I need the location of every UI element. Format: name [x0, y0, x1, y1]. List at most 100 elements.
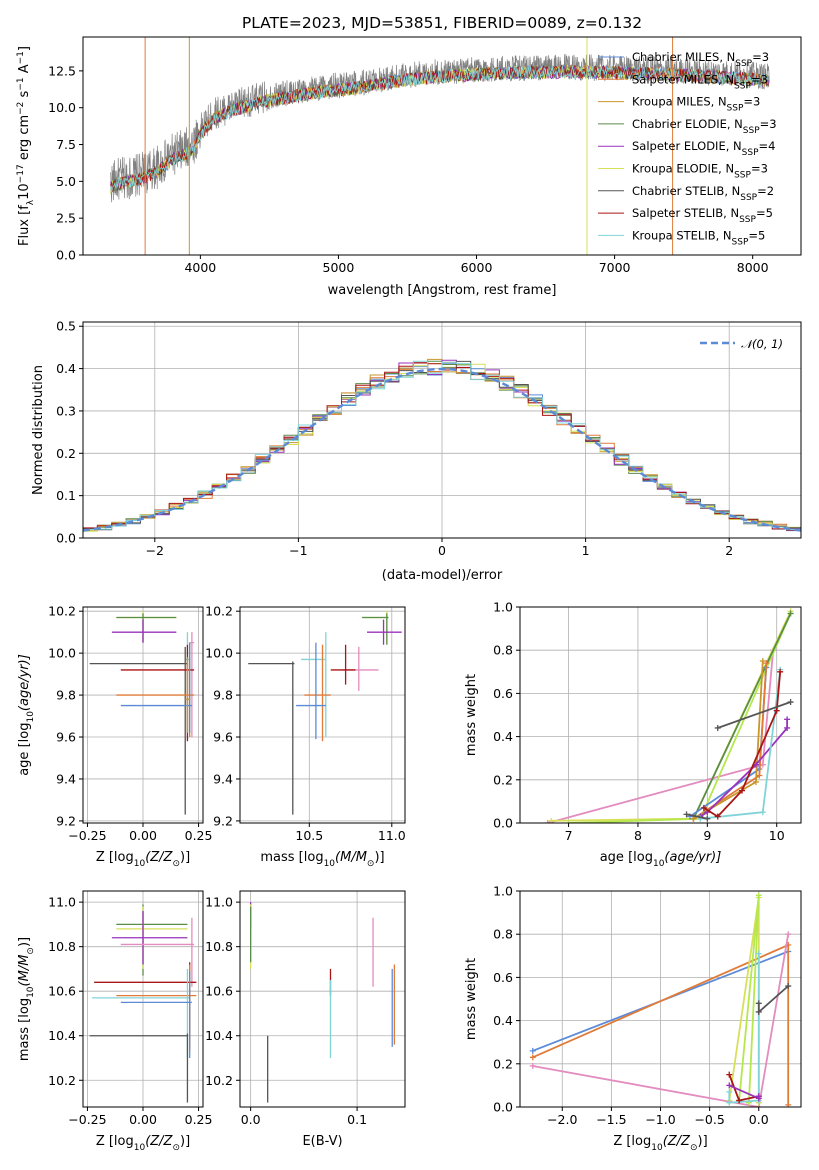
label-part: Chabrier MILES, N — [632, 50, 735, 64]
axes-frame — [239, 606, 406, 824]
point-marker — [759, 658, 766, 664]
label-part: 10 — [324, 859, 336, 869]
y-tick-label: 12.5 — [48, 63, 76, 78]
y-tick-label: 9.6 — [56, 730, 76, 745]
point-marker — [726, 1071, 733, 1078]
label-part: Salpeter ELODIE, N — [632, 139, 742, 153]
point-marker — [755, 1093, 762, 1100]
y-tick-label: 0.0 — [493, 1100, 513, 1115]
y-tick-label: 10.6 — [205, 984, 233, 999]
x-tick-label: −0.25 — [68, 828, 106, 843]
x-axis-label: Z [log10(Z/Z⊙)] — [96, 850, 190, 869]
data-point — [116, 642, 195, 738]
legend-entry: 𝒩(0, 1) — [741, 337, 783, 351]
data-point — [89, 646, 188, 815]
label-part: −17 — [16, 164, 26, 183]
x-tick-label: 0.00 — [129, 1112, 157, 1127]
label-part: 10 — [134, 1143, 146, 1153]
x-tick-label: −1 — [289, 543, 307, 558]
normal-curve — [83, 367, 801, 532]
x-tick-label: 1 — [582, 543, 590, 558]
data-point — [367, 619, 402, 645]
data-point — [116, 611, 177, 641]
label-part: =3 — [760, 117, 777, 131]
legend-entry: Kroupa ELODIE, NSSP=3 — [632, 162, 768, 181]
label-part: (Z/Z — [145, 850, 173, 865]
legend-entry: Chabrier STELIB, NSSP=2 — [632, 184, 774, 203]
y-tick-label: 10.0 — [48, 646, 76, 661]
series-line — [686, 813, 708, 820]
label-part: =3 — [751, 162, 768, 176]
y-tick-label: 11.0 — [48, 895, 76, 910]
label-part: Z [log — [96, 1134, 134, 1149]
x-tick-label: 9 — [703, 828, 711, 843]
y-tick-label: 0.2 — [493, 1056, 513, 1071]
point-marker — [544, 820, 551, 823]
label-part: ⊙ — [172, 1143, 180, 1153]
data-point — [116, 613, 177, 643]
point-marker — [529, 1047, 536, 1054]
data-point — [111, 911, 188, 965]
y-tick-label: 11.0 — [205, 895, 233, 910]
x-tick-label: 8000 — [737, 260, 769, 275]
series-line — [532, 934, 790, 1107]
y-tick-label: 9.4 — [56, 771, 76, 786]
y-axis-label: mass weight — [464, 958, 479, 1040]
y-tick-label: 0.4 — [56, 361, 76, 376]
label-part: =2 — [757, 184, 774, 198]
series-line — [568, 613, 792, 823]
label-part: SSP — [732, 237, 749, 247]
age-Z-panel: −0.25 0.00 0.259.29.49.69.810.010.2Z [log1… — [17, 604, 212, 869]
label-part: =5 — [748, 228, 765, 242]
point-marker — [773, 707, 780, 714]
y-tick-label: 1.0 — [493, 600, 513, 615]
label-part: SSP — [743, 126, 760, 136]
point-marker — [714, 813, 721, 820]
label-part: −1 — [16, 51, 26, 64]
chart-title: PLATE=2023, MJD=53851, FIBERID=0089, z=0… — [242, 14, 642, 32]
data-point — [301, 632, 327, 738]
label-part: (Z/Z — [663, 1134, 691, 1149]
label-part: Z [log — [96, 850, 134, 865]
x-axis-label: Z [log10(Z/Z⊙)] — [613, 1134, 707, 1153]
y-axis-label: age [log10(age/yr)] — [17, 654, 36, 776]
point-marker — [529, 1062, 536, 1069]
x-tick-label: 7000 — [599, 260, 631, 275]
y-axis-label: mass [log10(M/M⊙)] — [17, 937, 36, 1061]
error-bars — [89, 611, 195, 815]
label-part: =5 — [756, 206, 773, 220]
label-part: =3 — [752, 50, 769, 64]
label-part: mass [log — [17, 998, 32, 1061]
series-line — [700, 669, 782, 820]
x-axis-label: Z [log10(Z/Z⊙)] — [96, 1134, 190, 1153]
y-tick-label: 10.4 — [205, 1028, 233, 1043]
label-part: )] — [698, 1134, 708, 1149]
series-line — [757, 985, 789, 1014]
label-part: 10 — [653, 859, 665, 869]
label-part: =3 — [751, 72, 768, 86]
legend-entry: Chabrier MILES, NSSP=3 — [632, 50, 769, 69]
label-part: )] — [180, 850, 190, 865]
label-part: Kroupa MILES, N — [632, 95, 727, 109]
y-tick-label: 7.5 — [56, 137, 76, 152]
x-tick-label: −2.0 — [547, 1112, 577, 1127]
label-part: Chabrier STELIB, N — [632, 184, 740, 198]
data-point — [111, 619, 177, 643]
label-part: (age/yr)] — [664, 850, 721, 865]
y-tick-label: 10.0 — [48, 100, 76, 115]
y-tick-label: 10.2 — [205, 1073, 233, 1088]
y-axis-label: Normed distribution — [31, 365, 46, 495]
axes-frame — [82, 890, 204, 1108]
label-part: Chabrier ELODIE, N — [632, 117, 743, 131]
spectrum-panel: 4000 5000 6000 7000 8000 0.0 2.5 5.0 7.5 10.0 12.5… — [16, 14, 802, 298]
label-part: erg cm — [17, 115, 32, 164]
x-axis-label: mass [log10(M/M⊙)] — [260, 850, 384, 869]
x-tick-label: 5000 — [323, 260, 355, 275]
point-marker — [756, 772, 763, 779]
data-point — [296, 642, 326, 740]
error-bars — [248, 611, 402, 815]
x-tick-label: 2 — [725, 543, 733, 558]
spectrum-lines — [110, 37, 770, 255]
point-marker — [755, 1008, 762, 1015]
